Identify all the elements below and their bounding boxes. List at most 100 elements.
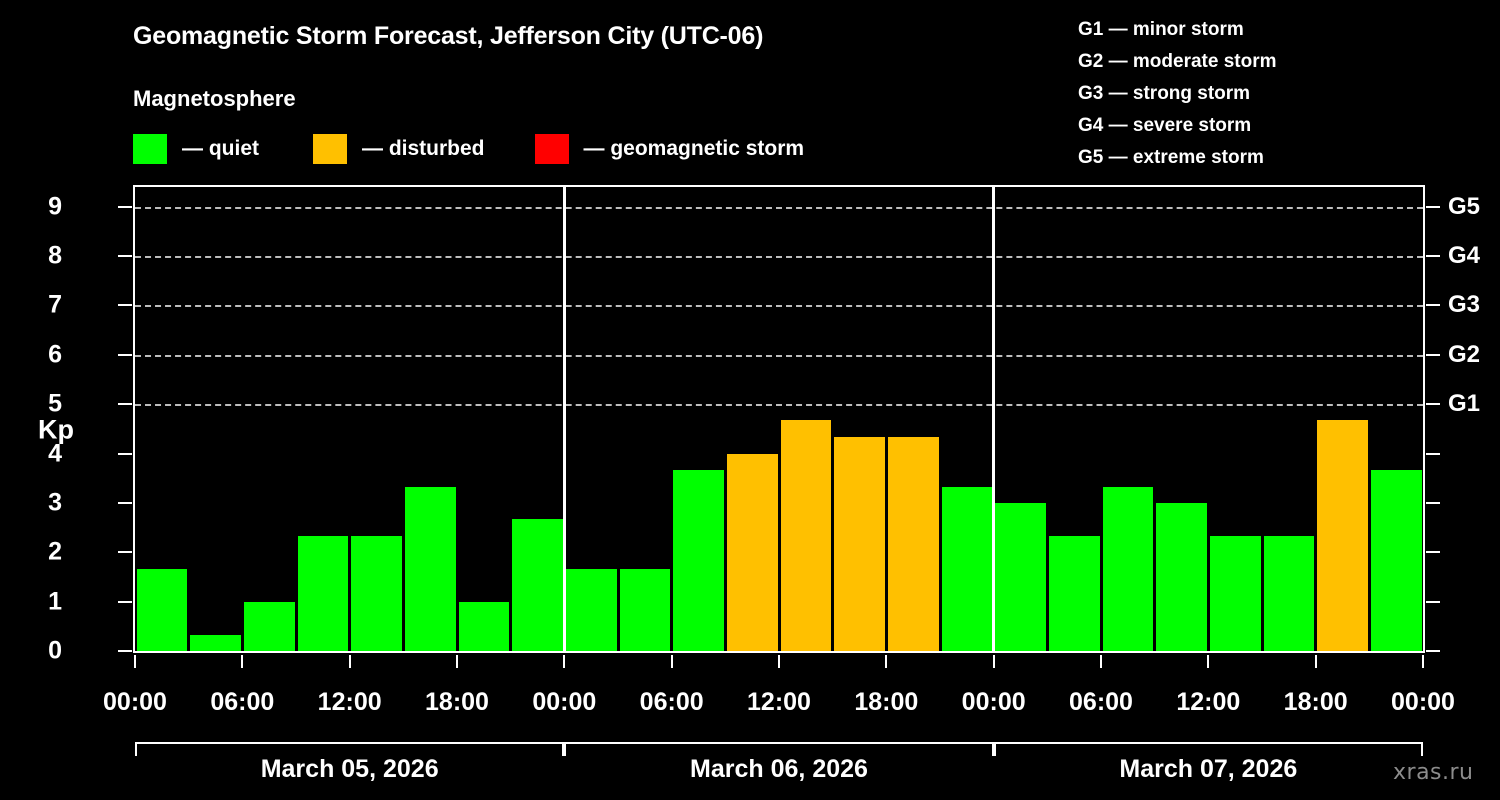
bar[interactable] [136, 568, 188, 651]
gridline [135, 404, 1423, 407]
x-axis-tick-mark [992, 655, 995, 668]
watermark: xras.ru [1393, 760, 1474, 785]
right-axis-tick-label: G4 [1448, 242, 1481, 270]
bar[interactable] [565, 568, 617, 651]
bar[interactable] [458, 601, 510, 651]
bar[interactable] [351, 536, 402, 651]
bar[interactable] [780, 420, 832, 651]
bar[interactable] [941, 486, 993, 651]
legend-label-disturbed: — disturbed [362, 137, 485, 160]
y-axis-tick-label: 3 [48, 488, 62, 517]
page-title: Geomagnetic Storm Forecast, Jefferson Ci… [133, 22, 764, 50]
legend-label-quiet: — quiet [182, 137, 259, 160]
x-axis-tick-label: 00:00 [103, 688, 167, 716]
day-panel [994, 187, 1423, 651]
bar[interactable] [834, 437, 885, 651]
y-axis-tick-mark [118, 600, 132, 603]
y-axis-tick-mark [118, 403, 132, 406]
g-scale-item-g2: G2 — moderate storm [1078, 51, 1277, 72]
day-range-bracket [564, 742, 994, 756]
legend-swatch-disturbed [313, 134, 347, 164]
day-label: March 07, 2026 [1119, 755, 1298, 783]
bar[interactable] [1102, 486, 1154, 651]
legend-item-disturbed: — disturbed [313, 134, 485, 164]
gridline [135, 256, 1423, 259]
bar[interactable] [1209, 536, 1261, 651]
bar[interactable] [243, 601, 295, 651]
right-axis-tick-label: G5 [1448, 192, 1481, 220]
x-axis-tick-label: 00:00 [532, 688, 597, 716]
bar[interactable] [1317, 420, 1368, 651]
day-divider [992, 187, 996, 651]
y-axis-tick-label: 0 [48, 636, 62, 665]
x-axis-tick-label: 06:00 [210, 688, 275, 716]
y-axis-tick-mark [118, 255, 132, 258]
y-axis-tick-label: 8 [48, 241, 62, 270]
bar[interactable] [726, 453, 778, 651]
bar[interactable] [995, 502, 1046, 651]
y-axis-tick-label: 4 [48, 439, 62, 468]
right-axis-tick-mark [1426, 452, 1440, 455]
x-axis-tick-mark [778, 655, 780, 668]
gridline [135, 354, 1423, 357]
x-axis-tick-label: 18:00 [425, 688, 489, 716]
x-axis-tick-mark [1314, 655, 1317, 668]
right-axis-tick-label: G2 [1448, 340, 1481, 368]
bar[interactable] [887, 437, 939, 651]
x-axis-tick-mark [670, 655, 673, 668]
x-axis-tick-mark [241, 655, 244, 668]
x-axis-tick-mark [1422, 655, 1424, 668]
right-axis-tick-mark [1426, 501, 1440, 504]
y-axis-tick-mark [118, 551, 132, 554]
right-axis-tick-mark [1426, 353, 1440, 356]
x-axis-tick-label: 18:00 [1283, 688, 1348, 716]
right-axis-tick-label: G1 [1448, 390, 1481, 418]
legend-item-quiet: — quiet [133, 134, 259, 164]
legend: — quiet — disturbed — geomagnetic storm [133, 134, 804, 164]
legend-swatch-storm [534, 134, 569, 164]
y-axis-tick-mark [118, 353, 132, 356]
bar[interactable] [190, 634, 241, 651]
y-axis-tick-mark [118, 304, 132, 307]
right-axis-tick-mark [1426, 600, 1440, 603]
g-scale-item-g5: G5 — extreme storm [1078, 147, 1264, 168]
y-axis-tick-label: 1 [48, 587, 62, 616]
bar[interactable] [1048, 536, 1100, 651]
right-axis-tick-mark [1426, 551, 1440, 554]
bar[interactable] [512, 519, 563, 651]
bar[interactable] [297, 536, 349, 651]
bar[interactable] [404, 486, 456, 651]
y-axis-tick-mark [118, 452, 132, 455]
y-axis-tick-mark [118, 501, 132, 504]
bar[interactable] [1263, 536, 1315, 651]
x-axis-tick-mark [134, 655, 136, 668]
right-axis-tick-mark [1426, 403, 1440, 406]
day-panel [135, 187, 564, 651]
x-axis-tick-label: 06:00 [1069, 688, 1133, 716]
bar[interactable] [673, 469, 724, 651]
g-scale-item-g3: G3 — strong storm [1078, 83, 1251, 104]
bar[interactable] [1370, 469, 1422, 651]
y-axis-tick-mark [118, 650, 132, 652]
magnetosphere-label: Magnetosphere [133, 86, 296, 111]
bar[interactable] [1156, 502, 1207, 651]
right-axis-tick-mark [1426, 205, 1440, 208]
right-axis-tick-label: G3 [1448, 291, 1481, 319]
day-panel [564, 187, 993, 651]
y-axis-tick-label: 6 [48, 340, 62, 369]
x-axis-tick-label: 12:00 [1176, 688, 1241, 716]
y-axis-title: Kp [38, 414, 74, 445]
x-axis-tick-label: 12:00 [317, 688, 382, 716]
x-axis-tick-mark [1207, 655, 1210, 668]
right-axis-tick-mark [1426, 650, 1440, 652]
day-label: March 06, 2026 [690, 755, 868, 783]
gridline [135, 206, 1423, 209]
g-scale-item-g4: G4 — severe storm [1078, 115, 1252, 136]
y-axis-tick-label: 2 [48, 537, 62, 566]
x-axis-tick-label: 18:00 [854, 688, 919, 716]
x-axis-tick-label: 00:00 [1391, 688, 1455, 716]
y-axis-tick-label: 5 [48, 389, 62, 418]
x-axis-tick-label: 06:00 [639, 688, 704, 716]
bar[interactable] [619, 568, 671, 651]
